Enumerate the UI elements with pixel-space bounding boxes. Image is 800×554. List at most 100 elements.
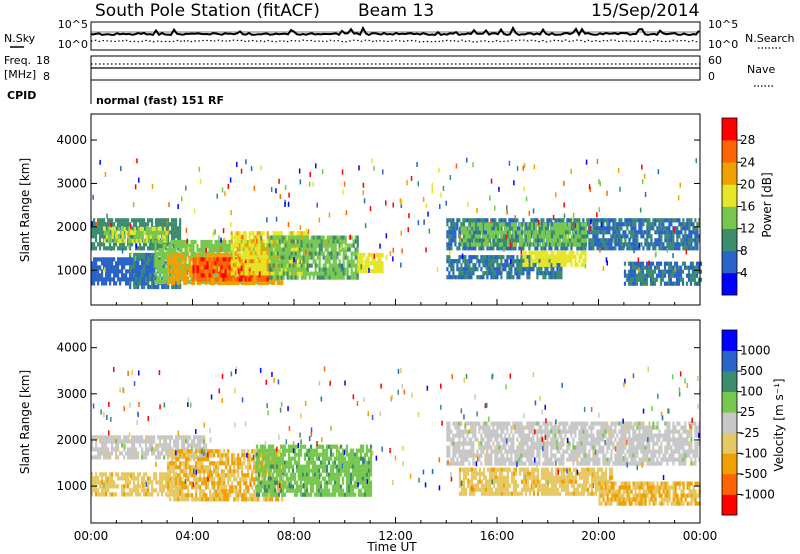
- data-cell: [270, 247, 273, 252]
- data-cell: [105, 435, 108, 440]
- data-cell: [236, 255, 239, 260]
- data-cell: [166, 247, 169, 253]
- data-cell: [143, 242, 146, 247]
- data-cell: [556, 218, 559, 223]
- data-cell: [200, 247, 203, 253]
- data-cell: [133, 472, 136, 477]
- data-cell: [564, 222, 568, 227]
- data-cell: [510, 222, 514, 227]
- data-cell: [282, 235, 285, 240]
- data-cell: [111, 222, 114, 227]
- data-cell: [189, 260, 192, 266]
- data-cell: [632, 242, 635, 247]
- data-cell: [143, 451, 146, 456]
- data-cell: [212, 243, 215, 249]
- scatter-cell: [241, 234, 244, 240]
- data-cell: [578, 238, 582, 243]
- data-cell: [185, 256, 188, 262]
- scatter-cell: [410, 175, 413, 181]
- data-cell: [657, 261, 661, 266]
- data-cell: [137, 234, 140, 240]
- data-cell: [458, 271, 461, 276]
- data-cell: [127, 472, 130, 477]
- data-cell: [268, 275, 271, 280]
- station-title: South Pole Station (fitACF): [95, 1, 320, 21]
- data-cell: [342, 251, 345, 256]
- data-cell: [169, 447, 172, 452]
- data-cell: [354, 239, 357, 244]
- scatter-cell: [299, 179, 302, 185]
- data-cell: [518, 234, 522, 239]
- data-cell: [216, 261, 219, 266]
- data-cell: [466, 226, 469, 231]
- data-cell: [510, 242, 514, 247]
- data-cell: [91, 435, 94, 440]
- data-cell: [180, 259, 183, 265]
- data-cell: [332, 267, 335, 272]
- data-cell: [246, 239, 249, 245]
- data-cell: [193, 435, 196, 440]
- data-cell: [354, 275, 357, 280]
- data-cell: [165, 246, 168, 251]
- data-cell: [328, 263, 331, 268]
- data-cell: [522, 267, 525, 272]
- data-cell: [664, 246, 667, 251]
- data-cell: [548, 271, 551, 276]
- data-cell: [685, 265, 689, 270]
- data-cell: [639, 265, 643, 270]
- data-cell: [147, 273, 150, 278]
- data-cell: [121, 439, 124, 444]
- data-cell: [119, 476, 122, 481]
- scatter-cell: [602, 266, 605, 272]
- data-cell: [350, 251, 353, 256]
- data-cell: [206, 261, 209, 266]
- data-cell: [361, 260, 364, 266]
- data-cell: [149, 443, 152, 448]
- data-cell: [646, 234, 649, 239]
- scatter-cell: [648, 260, 650, 266]
- data-cell: [153, 226, 156, 232]
- data-cell: [286, 271, 289, 276]
- data-cell: [183, 268, 186, 274]
- data-cell: [654, 222, 657, 227]
- data-cell: [101, 257, 104, 262]
- scatter-cell: [362, 190, 364, 196]
- data-cell: [538, 226, 542, 231]
- data-cell: [121, 222, 124, 227]
- data-cell: [165, 451, 168, 456]
- data-cell: [227, 252, 230, 258]
- data-cell: [147, 246, 150, 251]
- data-cell: [298, 235, 301, 240]
- data-cell: [334, 251, 337, 256]
- data-cell: [292, 267, 295, 272]
- data-cell: [373, 264, 376, 270]
- data-cell: [252, 263, 255, 268]
- data-cell: [637, 273, 641, 278]
- data-cell: [666, 234, 669, 239]
- data-cell: [256, 235, 259, 240]
- data-cell: [123, 226, 126, 232]
- data-cell: [294, 263, 297, 268]
- data-cell: [668, 234, 671, 239]
- data-cell: [171, 284, 174, 290]
- data-cell: [280, 235, 283, 240]
- data-cell: [552, 222, 556, 227]
- data-cell: [458, 267, 461, 272]
- data-cell: [316, 255, 319, 260]
- data-cell: [542, 226, 546, 231]
- data-cell: [486, 226, 490, 231]
- data-cell: [133, 252, 136, 258]
- data-cell: [111, 218, 114, 223]
- data-cell: [470, 255, 473, 260]
- data-cell: [664, 226, 667, 231]
- data-cell: [240, 247, 243, 252]
- data-cell: [156, 263, 159, 269]
- data-cell: [342, 271, 345, 276]
- data-cell: [248, 239, 251, 244]
- data-cell: [99, 451, 102, 456]
- scatter-cell: [472, 162, 474, 168]
- data-cell: [637, 277, 641, 282]
- data-cell: [340, 235, 343, 240]
- data-cell: [688, 242, 691, 247]
- data-cell: [330, 247, 333, 252]
